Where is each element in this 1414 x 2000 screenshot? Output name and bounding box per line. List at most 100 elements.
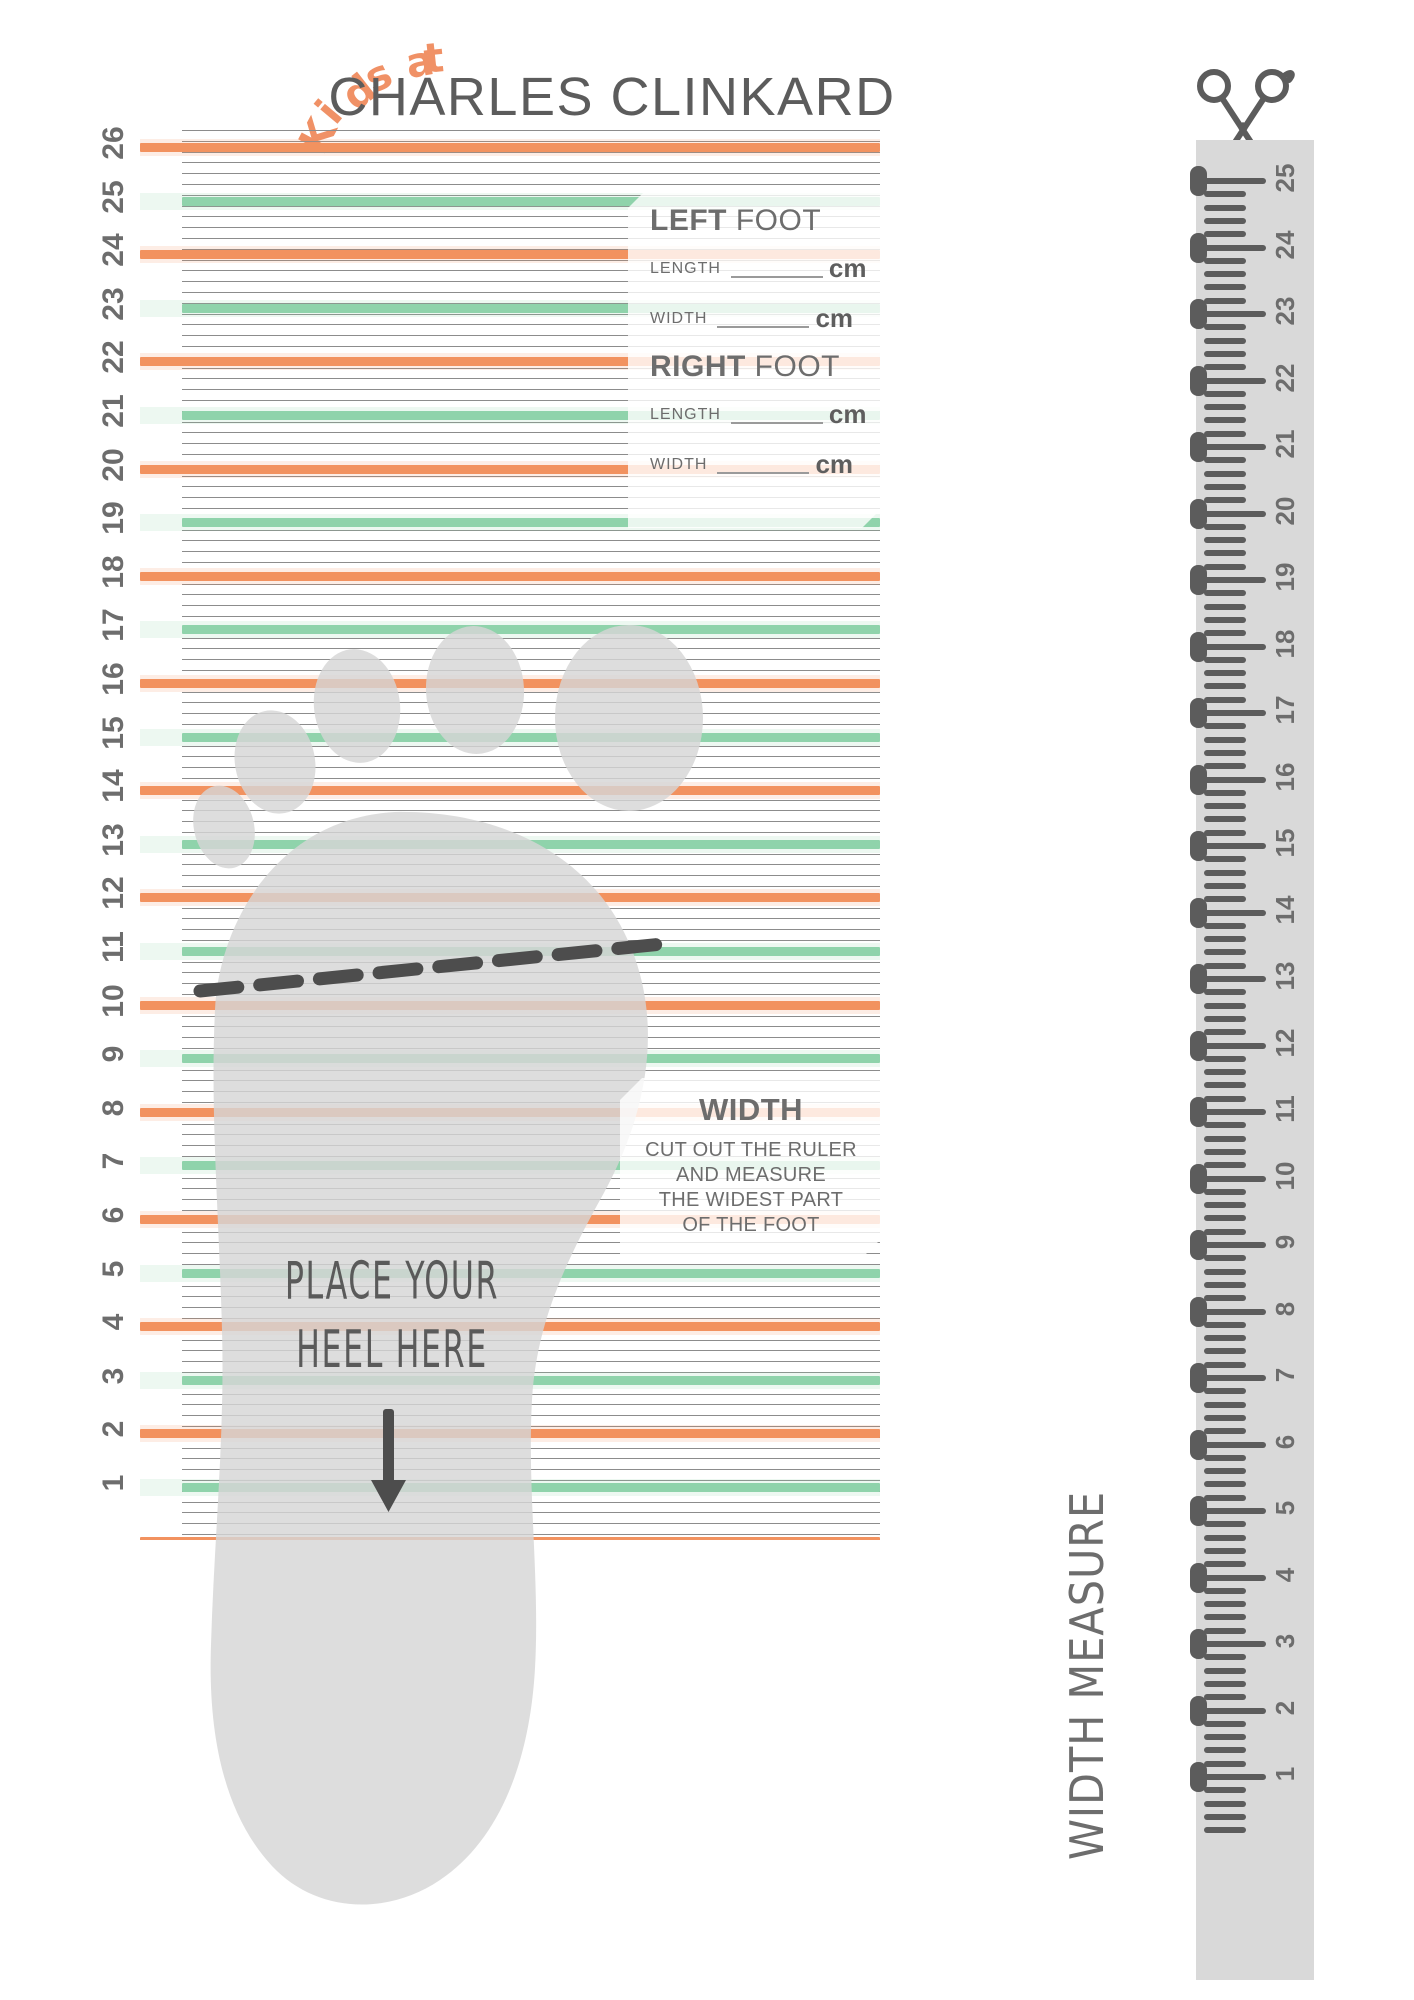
right-width-input[interactable]: [717, 472, 809, 474]
cm-mark-2: [140, 1429, 880, 1439]
width-card-line-1: CUT OUT THE RULER: [645, 1139, 857, 1161]
ruler-hairline: [182, 605, 880, 606]
right-length-row[interactable]: LENGTH cm: [628, 384, 884, 434]
cut-ruler-minor-tick: [1204, 736, 1246, 743]
cm-mark-15: [182, 732, 880, 742]
cut-ruler-minor-tick: [1204, 1148, 1246, 1155]
left-length-input[interactable]: [731, 276, 823, 278]
cm-mark-9: [182, 1054, 880, 1064]
cut-ruler-minor-tick: [1204, 204, 1246, 211]
cut-ruler-minor-tick: [1204, 936, 1246, 943]
cut-ruler-edge-mark: [1190, 1163, 1207, 1194]
ruler-hairline: [182, 378, 880, 379]
cut-ruler-number-17: 17: [1270, 695, 1300, 725]
cut-ruler-minor-tick: [1204, 1534, 1246, 1541]
ruler-hairline: [182, 940, 880, 941]
ruler-hairline: [182, 443, 880, 444]
cut-ruler-minor-tick: [1204, 683, 1246, 690]
cut-ruler-tick-8: [1204, 1308, 1266, 1315]
cut-ruler-tick-9: [1204, 1242, 1266, 1248]
cut-ruler-minor-tick: [1204, 483, 1246, 490]
cut-ruler-edge-mark: [1190, 1429, 1207, 1460]
ruler-hairline: [182, 486, 880, 487]
cut-ruler-tick-22: [1204, 377, 1266, 384]
ruler-hairline: [182, 1458, 880, 1459]
scale-number-6: 6: [97, 1206, 130, 1224]
cut-ruler-edge-mark: [1190, 166, 1207, 196]
cm-mark-18: [140, 571, 880, 581]
cut-ruler-minor-tick: [1204, 1587, 1246, 1594]
width-measure-label: WIDTH MEASURE: [1060, 1490, 1114, 1860]
cut-ruler-edge-mark: [1190, 764, 1207, 795]
cut-ruler-tick-12: [1204, 1042, 1266, 1049]
cut-ruler-minor-tick: [1204, 616, 1246, 623]
cut-ruler-minor-tick: [1204, 1255, 1246, 1262]
scale-number-18: 18: [97, 555, 130, 589]
right-width-row[interactable]: WIDTH cm: [628, 434, 884, 484]
cut-ruler-edge-mark: [1190, 1030, 1207, 1061]
cut-ruler-edge-mark: [1190, 498, 1207, 529]
cut-ruler-minor-tick: [1204, 1428, 1246, 1435]
scale-number-24: 24: [97, 233, 130, 267]
foot-measurements-card: LEFT FOOT LENGTH cm WIDTH cm RIGHT FOOT …: [628, 186, 884, 528]
ruler-hairline: [182, 303, 880, 304]
cut-ruler-minor-tick: [1204, 1295, 1246, 1302]
scale-number-14: 14: [97, 769, 130, 803]
left-length-row[interactable]: LENGTH cm: [628, 238, 884, 288]
cut-ruler-minor-tick: [1204, 1268, 1246, 1275]
cm-mark-20: [140, 464, 880, 474]
scale-number-5: 5: [97, 1260, 130, 1277]
cm-mark-11: [182, 947, 880, 956]
ruler-hairline: [182, 346, 880, 347]
cut-ruler-minor-tick: [1204, 922, 1246, 929]
cut-ruler-minor-tick: [1204, 1601, 1246, 1608]
scale-number-23: 23: [97, 287, 130, 321]
cut-ruler-minor-tick: [1204, 271, 1246, 278]
left-length-unit: cm: [828, 253, 867, 283]
ruler-hairline: [182, 1415, 880, 1416]
cut-ruler-minor-tick: [1204, 656, 1246, 663]
cut-ruler-number-1: 1: [1270, 1766, 1300, 1782]
cut-ruler-minor-tick: [1204, 789, 1246, 796]
cut-ruler-minor-tick: [1204, 1667, 1246, 1674]
ruler-hairline: [182, 778, 880, 779]
cm-mark-26: [140, 143, 880, 152]
cut-out-width-ruler[interactable]: 1 2 3 4 5 6 7 8 9 10 11 12 13 14 15 16 17 18 19 20 21 22 23 24 2…: [1190, 140, 1314, 1980]
brand-name: CHARLES CLINKARD: [328, 67, 896, 127]
ruler-hairline: [182, 292, 880, 293]
ruler-hairline: [182, 875, 880, 876]
ruler-hairline: [182, 638, 880, 639]
cut-ruler-edge-mark: [1190, 1562, 1207, 1593]
cut-ruler-minor-tick: [1204, 1388, 1246, 1395]
kids-at-letter: [388, 41, 398, 44]
cut-ruler-minor-tick: [1204, 430, 1246, 437]
cut-ruler-number-6: 6: [1270, 1434, 1300, 1449]
scale-number-16: 16: [97, 662, 130, 696]
cut-ruler-tick-4: [1204, 1574, 1266, 1581]
right-width-unit: cm: [815, 449, 854, 479]
right-length-input[interactable]: [731, 422, 823, 424]
left-width-input[interactable]: [717, 326, 809, 328]
ruler-hairline: [182, 648, 880, 649]
ruler-hairline: [182, 508, 880, 509]
ruler-hairline: [182, 767, 880, 768]
width-instructions-card: WIDTH CUT OUT THE RULER AND MEASURE THE …: [620, 1078, 882, 1260]
ruler-hairline: [182, 1512, 880, 1513]
cut-ruler-tick-18: [1204, 643, 1266, 650]
cut-ruler-minor-tick: [1204, 962, 1246, 969]
scale-number-25: 25: [97, 179, 130, 214]
ruler-hairline: [182, 389, 880, 390]
cut-ruler-minor-tick: [1204, 350, 1246, 357]
ruler-hairline: [182, 551, 880, 552]
ruler-hairline: [182, 810, 880, 811]
cut-ruler-tick-11: [1204, 1109, 1266, 1115]
width-card-body: CUT OUT THE RULER AND MEASURE THE WIDEST…: [620, 1138, 882, 1238]
cm-mark-16: [140, 679, 880, 688]
right-foot-heading-bold: RIGHT: [650, 350, 746, 383]
cut-ruler-tick-10: [1204, 1175, 1266, 1182]
cut-ruler-minor-tick: [1204, 497, 1246, 504]
left-width-row[interactable]: WIDTH cm: [628, 288, 884, 338]
ruler-hairline: [182, 584, 880, 585]
heel-line-2: HEEL HERE: [296, 1319, 488, 1381]
